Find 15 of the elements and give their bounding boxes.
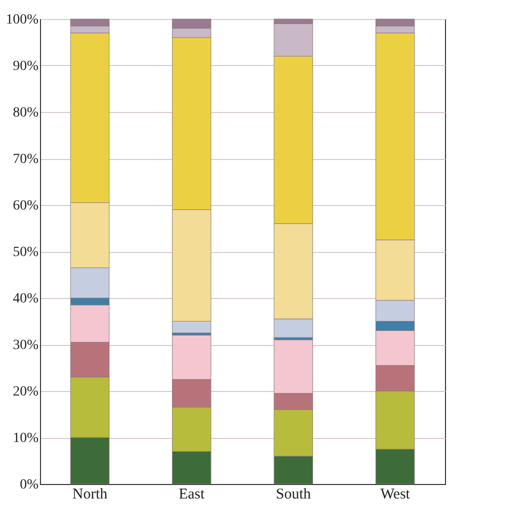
x-tick-label: South xyxy=(276,486,312,502)
y-tick-label: 60% xyxy=(12,198,39,214)
x-tick-label: West xyxy=(380,486,411,502)
y-tick-label: 100% xyxy=(6,12,39,28)
y-tick-label: 40% xyxy=(12,292,39,306)
y-tick-label: 0% xyxy=(20,478,39,492)
x-tick-label: North xyxy=(72,486,108,502)
y-tick-label: 10% xyxy=(12,431,39,446)
y-tick-label: 80% xyxy=(12,106,39,120)
x-tick-label: East xyxy=(178,486,206,502)
y-tick-label: 20% xyxy=(12,384,39,400)
y-tick-label: 70% xyxy=(12,152,39,167)
y-tick-label: 90% xyxy=(12,59,39,74)
y-tick-label: 50% xyxy=(12,245,39,260)
y-tick-label: 30% xyxy=(12,338,39,353)
